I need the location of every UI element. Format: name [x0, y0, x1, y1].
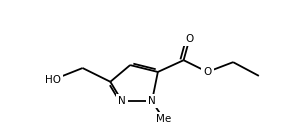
Text: Me: Me: [156, 114, 171, 124]
Text: O: O: [203, 67, 212, 77]
Text: N: N: [118, 96, 126, 106]
Text: O: O: [185, 34, 194, 44]
Text: N: N: [148, 96, 156, 106]
Text: HO: HO: [45, 75, 61, 85]
